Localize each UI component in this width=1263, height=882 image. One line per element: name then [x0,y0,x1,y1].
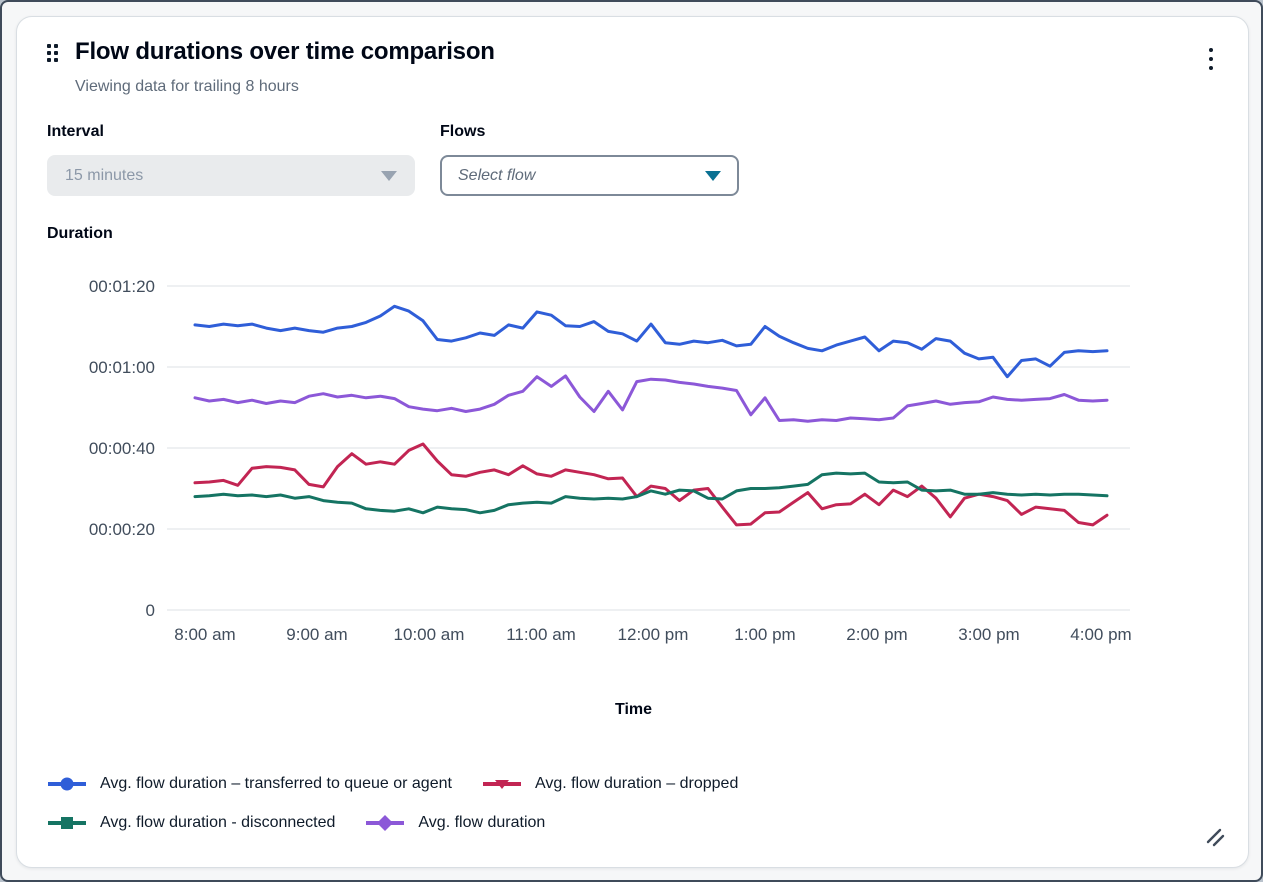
interval-label: Interval [47,123,104,140]
legend-label: Avg. flow duration [418,814,546,831]
legend-item-transferred[interactable]: Avg. flow duration – transferred to queu… [47,775,452,793]
svg-text:11:00 am: 11:00 am [506,625,576,644]
y-axis-title: Duration [47,225,113,242]
svg-text:9:00 am: 9:00 am [286,625,347,644]
chevron-down-icon [705,170,721,181]
kebab-menu-icon[interactable] [1197,39,1225,79]
resize-handle-icon[interactable] [1203,825,1229,851]
widget-subtitle: Viewing data for trailing 8 hours [75,78,299,95]
legend-label: Avg. flow duration – dropped [534,775,739,792]
svg-text:00:00:40: 00:00:40 [89,439,155,458]
legend-item-dropped[interactable]: Avg. flow duration – dropped [482,775,738,793]
line-square-marker-icon [48,817,86,829]
svg-text:00:01:20: 00:01:20 [89,277,155,296]
flows-select[interactable]: Select flow [440,155,739,196]
legend-label: Avg. flow duration - disconnected [100,814,336,831]
svg-text:1:00 pm: 1:00 pm [734,625,795,644]
widget-title: Flow durations over time comparison [75,38,495,65]
line-diamond-marker-icon [366,815,405,831]
legend-row-1: Avg. flow duration – transferred to queu… [47,775,738,793]
flows-label: Flows [440,123,486,140]
legend-item-avg-flow-duration[interactable]: Avg. flow duration [365,814,545,832]
svg-text:12:00 pm: 12:00 pm [618,625,689,644]
legend-item-disconnected[interactable]: Avg. flow duration - disconnected [47,814,335,832]
svg-text:8:00 am: 8:00 am [174,625,235,644]
chevron-down-icon [381,170,397,181]
flows-select-placeholder: Select flow [458,166,536,184]
legend-label: Avg. flow duration – transferred to queu… [100,775,452,792]
svg-text:00:01:00: 00:01:00 [89,358,155,377]
line-circle-marker-icon [48,777,86,791]
line-triangle-marker-icon [482,780,521,789]
flow-durations-widget: Flow durations over time comparison View… [16,16,1249,868]
svg-text:00:00:20: 00:00:20 [89,520,155,539]
legend-row-2: Avg. flow duration - disconnected Avg. f… [47,814,545,832]
svg-text:4:00 pm: 4:00 pm [1070,625,1131,644]
interval-select-value: 15 minutes [65,166,144,184]
interval-select[interactable]: 15 minutes [47,155,415,196]
svg-text:10:00 am: 10:00 am [394,625,465,644]
svg-text:2:00 pm: 2:00 pm [846,625,907,644]
svg-text:3:00 pm: 3:00 pm [958,625,1019,644]
x-axis-title: Time [614,701,653,718]
svg-text:0: 0 [146,601,155,620]
duration-chart[interactable]: 00:01:20 00:01:00 00:00:40 00:00:20 0 8:00 am… [17,258,1250,658]
drag-handle-icon[interactable] [47,44,59,64]
